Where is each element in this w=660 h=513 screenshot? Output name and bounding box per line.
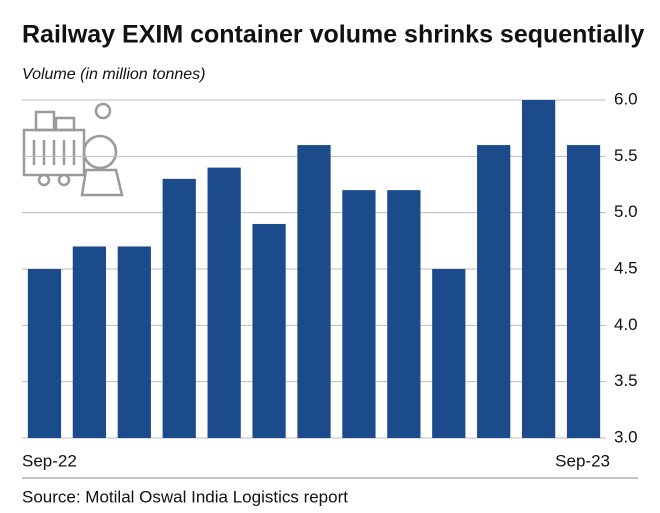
bar [72,246,107,438]
bar [252,223,286,438]
chart-title: Railway EXIM container volume shrinks se… [22,21,645,49]
bar [477,145,511,439]
y-tick-label: 3.5 [614,371,638,390]
x-tick-label: Sep-22 [22,451,77,470]
y-tick-label: 6.0 [614,89,638,108]
y-axis-label: Volume (in million tonnes) [22,66,205,83]
bar [432,269,466,438]
bar [297,145,331,439]
y-tick-label: 5.5 [614,146,638,165]
bar [27,269,62,438]
bar [207,167,241,438]
bar [162,178,196,438]
x-tick-label: Sep-23 [555,451,610,470]
y-tick-label: 3.0 [614,427,638,446]
bar [521,100,556,438]
y-tick-label: 5.0 [614,202,638,221]
train-icon [22,102,124,197]
bar [342,190,376,438]
bar [117,246,151,438]
y-tick-label: 4.0 [614,315,638,334]
source: Source: Motilal Oswal India Logistics re… [22,487,348,506]
y-tick-label: 4.5 [614,258,638,277]
bar [387,190,421,438]
bar [566,145,601,439]
